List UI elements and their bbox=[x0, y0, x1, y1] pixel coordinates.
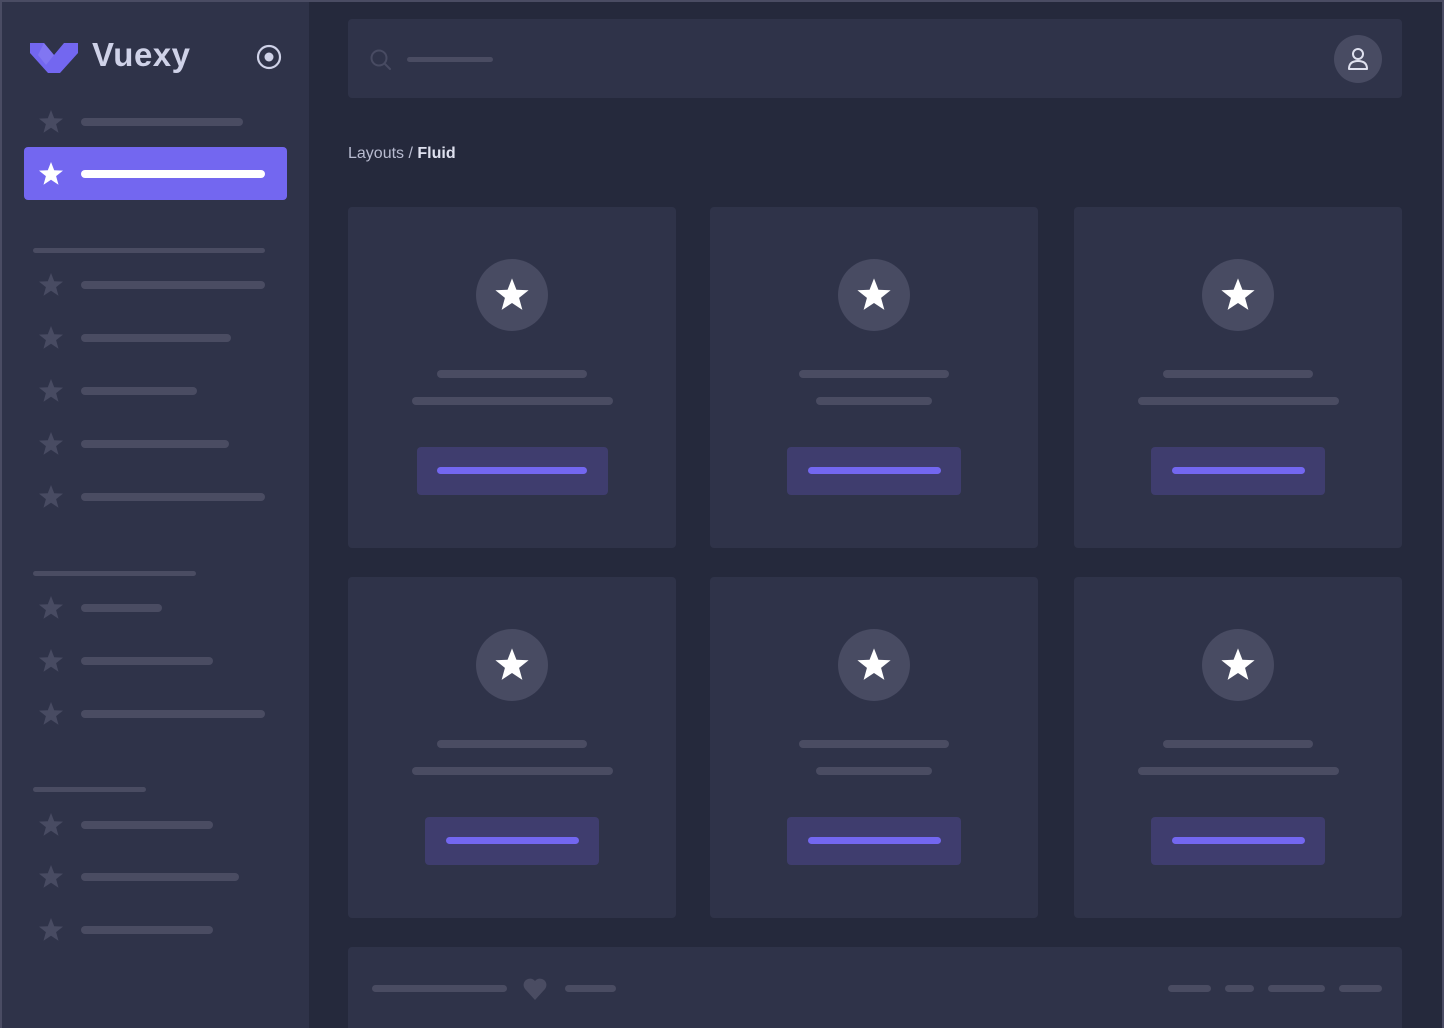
star-icon bbox=[39, 485, 63, 508]
sidebar-section-header bbox=[33, 248, 265, 253]
sidebar-item-label bbox=[81, 118, 243, 126]
sidebar-item-label bbox=[81, 604, 162, 612]
star-icon bbox=[39, 326, 63, 349]
card-icon-circle bbox=[838, 629, 910, 701]
sidebar-section-header bbox=[33, 787, 146, 792]
sidebar-item-label bbox=[81, 493, 265, 501]
card-text bbox=[1137, 767, 1339, 775]
star-icon bbox=[495, 278, 529, 310]
star-icon bbox=[39, 865, 63, 888]
sidebar-item-label bbox=[81, 873, 239, 881]
card-text bbox=[411, 397, 613, 405]
card-icon-circle bbox=[838, 259, 910, 331]
card-title bbox=[1163, 370, 1313, 378]
card bbox=[1074, 577, 1402, 918]
card-text bbox=[411, 767, 613, 775]
sidebar-item-label bbox=[81, 281, 265, 289]
star-icon bbox=[39, 432, 63, 455]
sidebar-item-label bbox=[81, 334, 231, 342]
star-icon bbox=[39, 162, 63, 185]
star-icon bbox=[39, 379, 63, 402]
user-avatar[interactable] bbox=[1334, 35, 1382, 83]
star-icon bbox=[39, 649, 63, 672]
breadcrumb: Layouts / Fluid bbox=[348, 145, 456, 163]
sidebar: Vuexy bbox=[2, 2, 309, 1028]
card-title bbox=[437, 740, 587, 748]
sidebar-item-label bbox=[81, 926, 213, 934]
card-button-label bbox=[437, 467, 587, 474]
card-button-label bbox=[445, 837, 579, 844]
card bbox=[348, 577, 676, 918]
card-button[interactable] bbox=[1151, 817, 1325, 865]
footer-link[interactable] bbox=[1339, 985, 1382, 992]
search-icon[interactable] bbox=[370, 49, 392, 71]
star-icon bbox=[1221, 278, 1255, 310]
card-button-label bbox=[807, 467, 941, 474]
user-icon bbox=[1348, 48, 1368, 70]
sidebar-item-label bbox=[81, 387, 197, 395]
star-icon bbox=[857, 648, 891, 680]
star-icon bbox=[39, 110, 63, 133]
footer bbox=[348, 947, 1402, 1028]
sidebar-item-label bbox=[81, 710, 265, 718]
star-icon bbox=[857, 278, 891, 310]
radio-circle-icon[interactable] bbox=[256, 44, 282, 70]
top-navbar bbox=[348, 19, 1402, 98]
card-button-label bbox=[807, 837, 941, 844]
card-icon-circle bbox=[476, 259, 548, 331]
card-button-label bbox=[1171, 837, 1305, 844]
footer-text bbox=[372, 985, 507, 992]
vuexy-logo-icon bbox=[30, 43, 78, 73]
card-text bbox=[816, 767, 932, 775]
search-input[interactable] bbox=[407, 57, 493, 62]
star-icon bbox=[39, 813, 63, 836]
footer-text bbox=[565, 985, 616, 992]
card-button-label bbox=[1171, 467, 1305, 474]
footer-link[interactable] bbox=[1225, 985, 1254, 992]
card-title bbox=[437, 370, 587, 378]
sidebar-item-label bbox=[81, 440, 229, 448]
card-button[interactable] bbox=[787, 447, 961, 495]
card-icon-circle bbox=[1202, 629, 1274, 701]
card-button[interactable] bbox=[1151, 447, 1325, 495]
card bbox=[710, 207, 1038, 548]
card-title bbox=[1163, 740, 1313, 748]
breadcrumb-separator: / bbox=[404, 145, 418, 162]
card-icon-circle bbox=[1202, 259, 1274, 331]
card-icon-circle bbox=[476, 629, 548, 701]
app-name: Vuexy bbox=[92, 36, 191, 73]
footer-link[interactable] bbox=[1168, 985, 1211, 992]
star-icon bbox=[39, 596, 63, 619]
footer-link[interactable] bbox=[1268, 985, 1325, 992]
sidebar-item-label bbox=[81, 821, 213, 829]
star-icon bbox=[39, 273, 63, 296]
star-icon bbox=[1221, 648, 1255, 680]
card-button[interactable] bbox=[425, 817, 599, 865]
card-button[interactable] bbox=[787, 817, 961, 865]
star-icon bbox=[39, 918, 63, 941]
card-title bbox=[799, 740, 949, 748]
card-title bbox=[799, 370, 949, 378]
card-button[interactable] bbox=[416, 447, 608, 495]
star-icon bbox=[495, 648, 529, 680]
sidebar-item-label bbox=[81, 170, 265, 178]
breadcrumb-parent[interactable]: Layouts bbox=[348, 145, 405, 162]
heart-icon bbox=[523, 978, 547, 1000]
sidebar-item-label bbox=[81, 657, 213, 665]
card bbox=[1074, 207, 1402, 548]
sidebar-section-header bbox=[33, 571, 196, 576]
card-text bbox=[816, 397, 932, 405]
card bbox=[710, 577, 1038, 918]
star-icon bbox=[39, 702, 63, 725]
card-text bbox=[1137, 397, 1339, 405]
card bbox=[348, 207, 676, 548]
breadcrumb-current: Fluid bbox=[417, 145, 456, 162]
